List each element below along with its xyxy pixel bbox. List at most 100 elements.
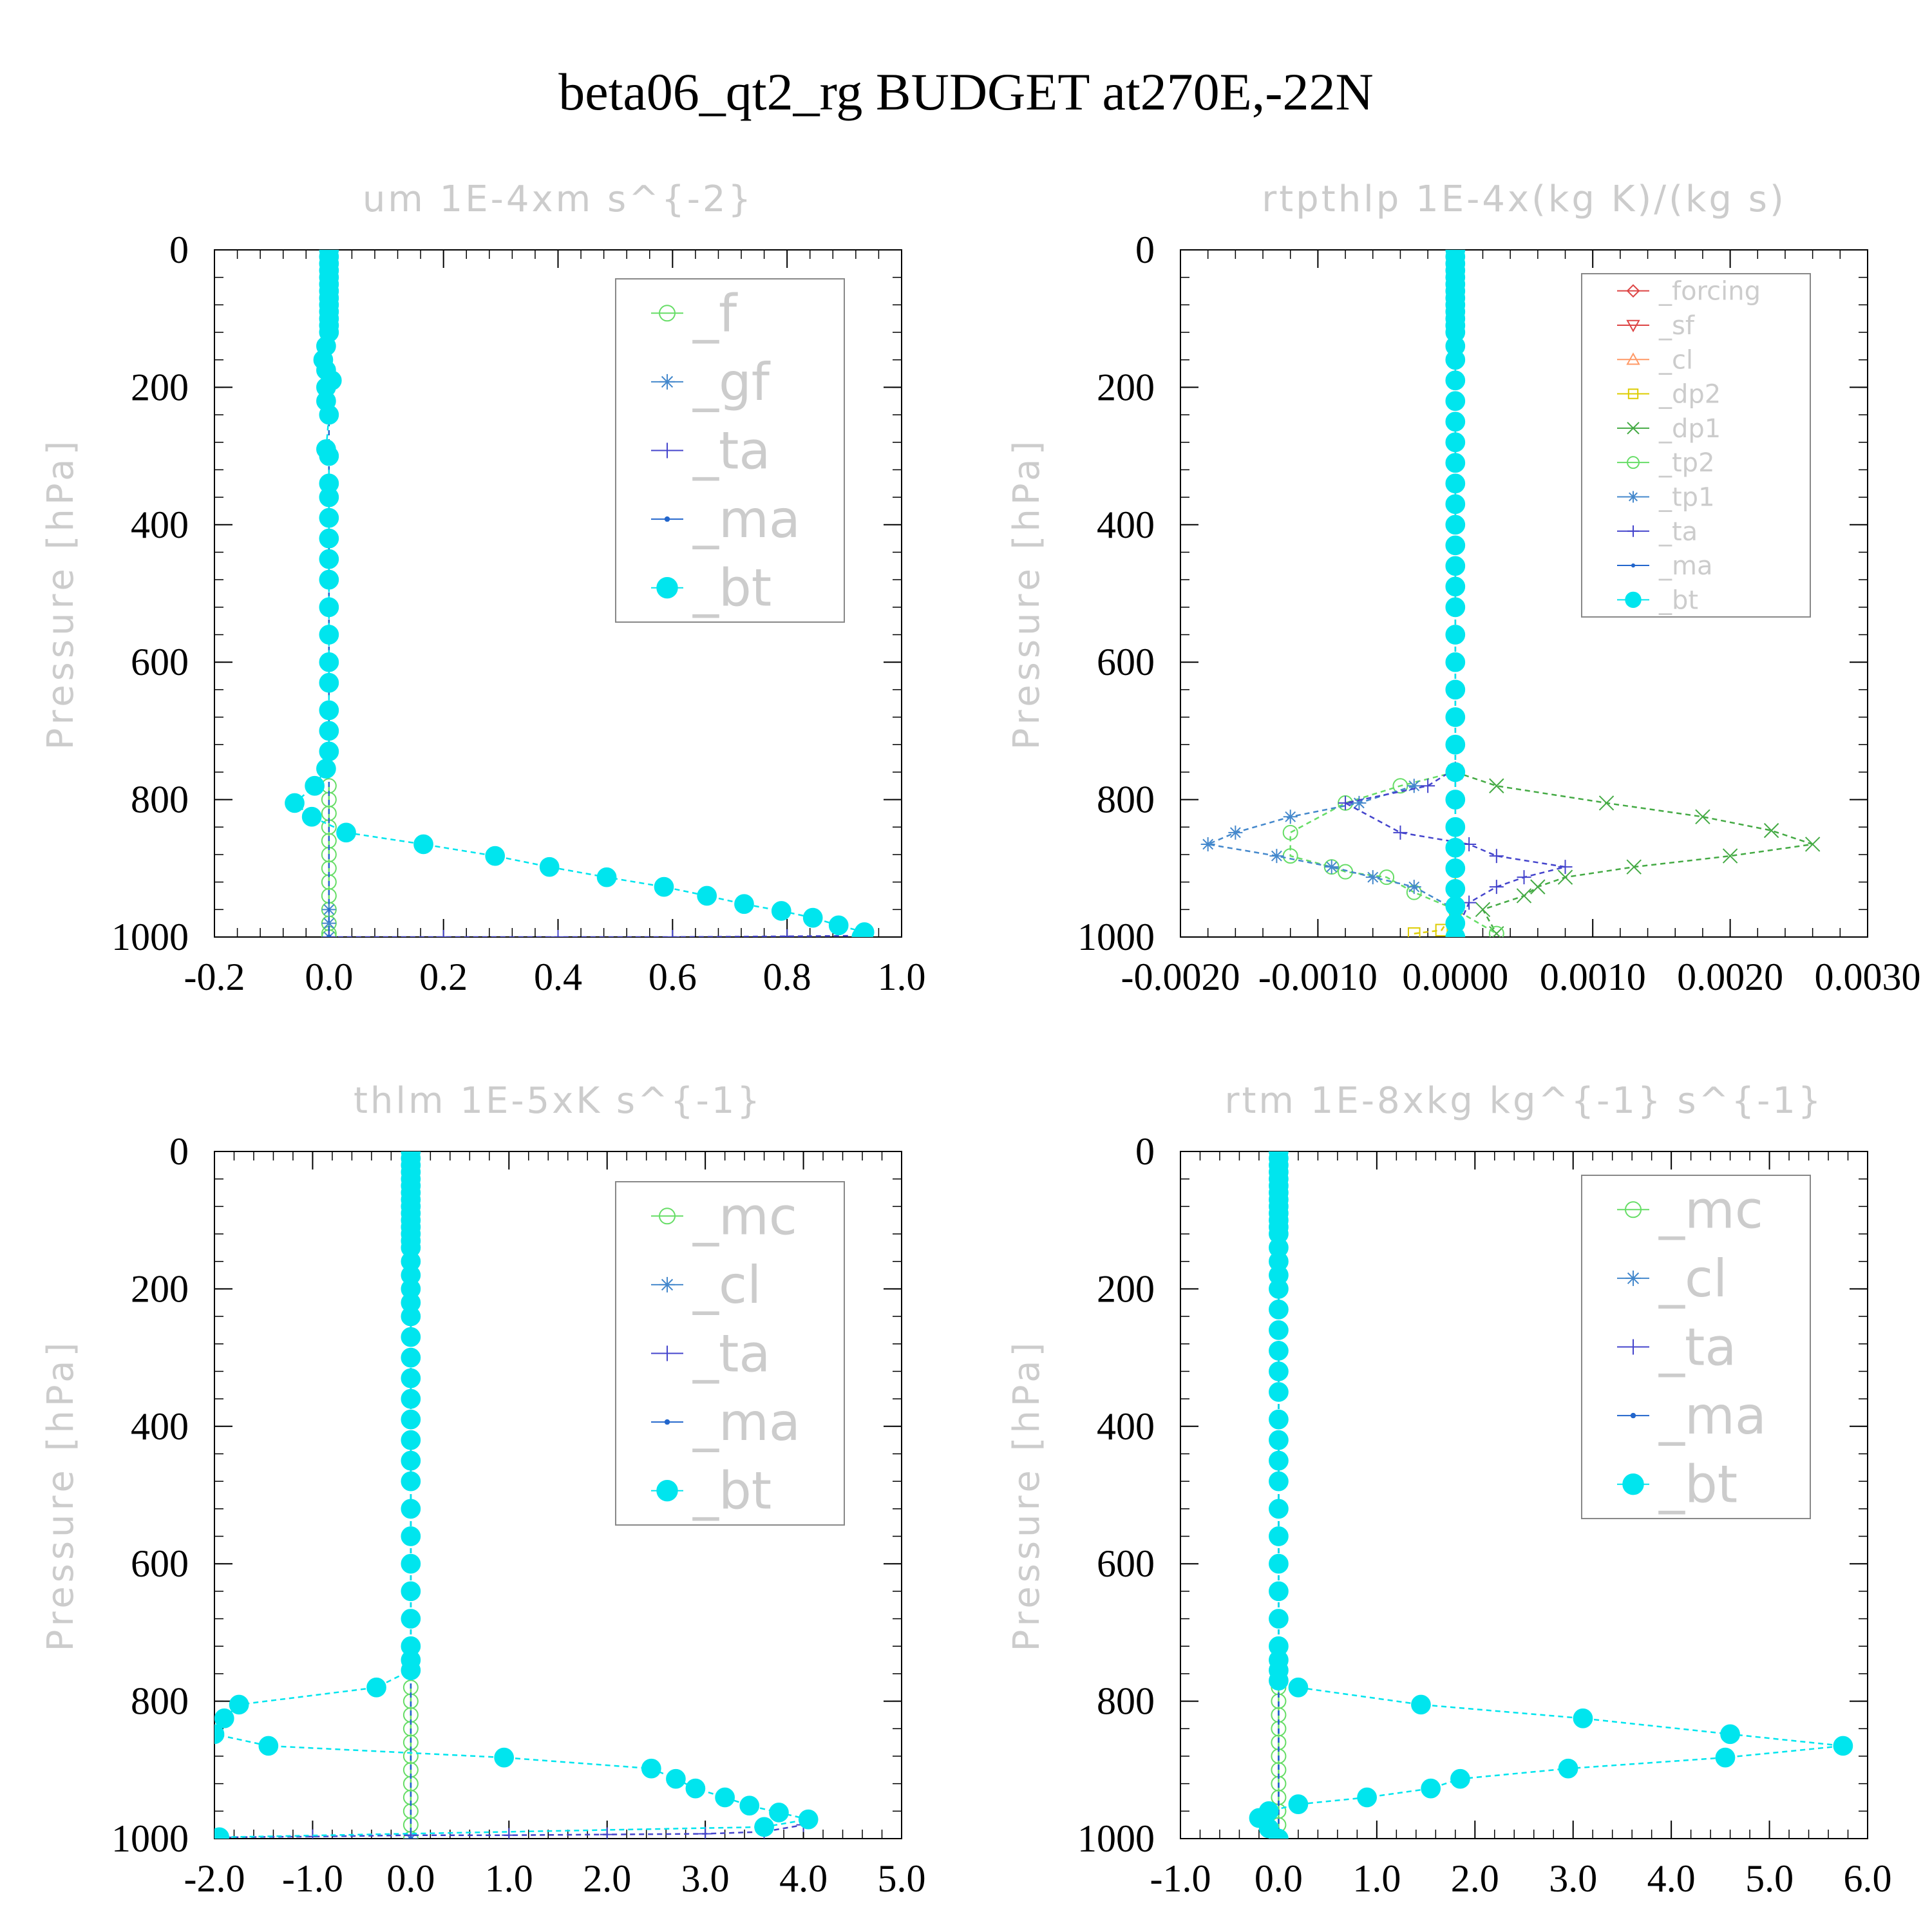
- legend-entry: _bt: [692, 1461, 772, 1521]
- data-point: [1445, 391, 1466, 412]
- data-point: [1475, 902, 1491, 918]
- data-point: [1517, 870, 1531, 885]
- data-point: [1269, 849, 1284, 864]
- minor-ticks: [214, 1151, 902, 1839]
- legend-box: [615, 1181, 845, 1526]
- data-point: [1421, 1778, 1441, 1799]
- data-point: [1445, 597, 1466, 618]
- x-tick-label: 0.0: [386, 1857, 435, 1900]
- y-axis-label: Pressure [hPa]: [1006, 437, 1048, 750]
- data-point: [1269, 1526, 1289, 1546]
- legend-entry: _cl: [1658, 1249, 1727, 1309]
- legend-entry: _ma: [692, 489, 800, 549]
- legend-swatch-marker: [1625, 1339, 1641, 1355]
- x-tick-label: -0.2: [184, 956, 245, 998]
- data-point: [1288, 1677, 1309, 1698]
- x-tick-label: 1.0: [878, 956, 926, 998]
- data-point: [258, 1736, 279, 1756]
- legend-swatch-marker: [1627, 388, 1639, 399]
- data-point: [1269, 1320, 1289, 1340]
- figure-title: beta06_qt2_rg BUDGET at270E,-22N: [558, 62, 1374, 121]
- data-point: [1720, 1724, 1740, 1745]
- data-point: [1626, 859, 1642, 875]
- plot-area: [1200, 250, 1821, 937]
- y-tick-label: 800: [131, 779, 189, 821]
- legend-swatch-marker: [659, 442, 675, 459]
- legend-swatch-marker: [1627, 456, 1640, 469]
- data-point: [214, 1724, 225, 1745]
- data-point: [1269, 1279, 1289, 1299]
- legend-entry: _forcing: [1658, 277, 1761, 307]
- data-point: [319, 700, 339, 721]
- data-point: [408, 1836, 413, 1839]
- data-point: [1435, 923, 1448, 937]
- x-tick-label: -2.0: [184, 1857, 245, 1900]
- legend-entry: _cl: [1658, 345, 1693, 375]
- legend-entry: _ma: [1658, 1386, 1766, 1446]
- plot-frame: [1180, 249, 1868, 938]
- legend-swatch-marker: [659, 1276, 675, 1293]
- data-point: [401, 1526, 421, 1546]
- data-point: [851, 927, 872, 937]
- data-point: [1269, 1471, 1289, 1492]
- data-point: [285, 793, 305, 813]
- data-point: [771, 901, 791, 921]
- legend-swatch-marker: [1622, 1473, 1644, 1495]
- data-point: [1450, 1768, 1470, 1789]
- data-point: [319, 652, 339, 672]
- data-point: [401, 1450, 421, 1471]
- legend: _f _gf _ta _ma _bt: [615, 278, 845, 623]
- data-point: [798, 1809, 819, 1830]
- data-point: [1407, 927, 1421, 937]
- data-point: [539, 857, 560, 877]
- data-point: [1352, 795, 1367, 810]
- data-point: [1324, 860, 1339, 875]
- data-point: [305, 775, 325, 796]
- legend-entry: _bt: [692, 558, 772, 618]
- data-point: [1269, 1382, 1289, 1402]
- x-tick-label: 6.0: [1844, 1857, 1892, 1900]
- data-point: [1269, 1450, 1289, 1471]
- x-tick-label: 4.0: [1647, 1857, 1696, 1900]
- data-point: [1357, 1787, 1377, 1808]
- data-point: [802, 907, 823, 928]
- data-point: [1598, 795, 1615, 811]
- y-tick-label: 200: [1097, 366, 1155, 408]
- data-point: [485, 846, 506, 866]
- data-point: [715, 1787, 735, 1808]
- y-tick-label: 0: [169, 1130, 189, 1173]
- data-point: [336, 822, 356, 843]
- legend-entry: _mc: [692, 1186, 797, 1246]
- chart-panels: um 1E-4xm s^{-2} Pressure [hPa] -0.2 0.0 0.2…: [40, 178, 1921, 1900]
- data-point: [401, 1609, 421, 1629]
- x-tick-label: 0.0010: [1540, 956, 1646, 998]
- data-point: [665, 930, 680, 937]
- legend-entry: _dp1: [1658, 414, 1721, 444]
- data-point: [319, 446, 339, 466]
- y-axis-label: Pressure [hPa]: [40, 1339, 82, 1652]
- data-point: [1445, 370, 1466, 391]
- x-tick-label: 0.4: [534, 956, 582, 998]
- data-point: [319, 672, 339, 693]
- data-point: [401, 1368, 421, 1388]
- data-point: [319, 549, 339, 569]
- legend-swatch-marker: [1627, 525, 1639, 537]
- chart-panel-4: rtm 1E-8xkg kg^{-1} s^{-1} Pressure [hPa]…: [1006, 1080, 1892, 1900]
- data-point: [600, 1827, 614, 1839]
- series-bt: [285, 250, 875, 937]
- data-point: [1695, 809, 1710, 824]
- legend-swatch-marker: [1626, 284, 1640, 298]
- data-point: [1445, 896, 1466, 916]
- data-point: [319, 487, 339, 507]
- series-line: [1257, 1151, 1844, 1839]
- data-point: [326, 934, 332, 937]
- data-point: [1488, 925, 1504, 937]
- data-point: [319, 507, 339, 528]
- data-point: [1489, 880, 1504, 895]
- y-tick-label: 200: [131, 366, 189, 408]
- legend-swatch-marker: [1627, 491, 1639, 503]
- data-point: [685, 1778, 706, 1799]
- legend: _forcing _sf _cl _dp2 _dp1 _tp2 _tp1 _ta _ma _bt: [1581, 273, 1811, 618]
- data-point: [401, 1327, 421, 1347]
